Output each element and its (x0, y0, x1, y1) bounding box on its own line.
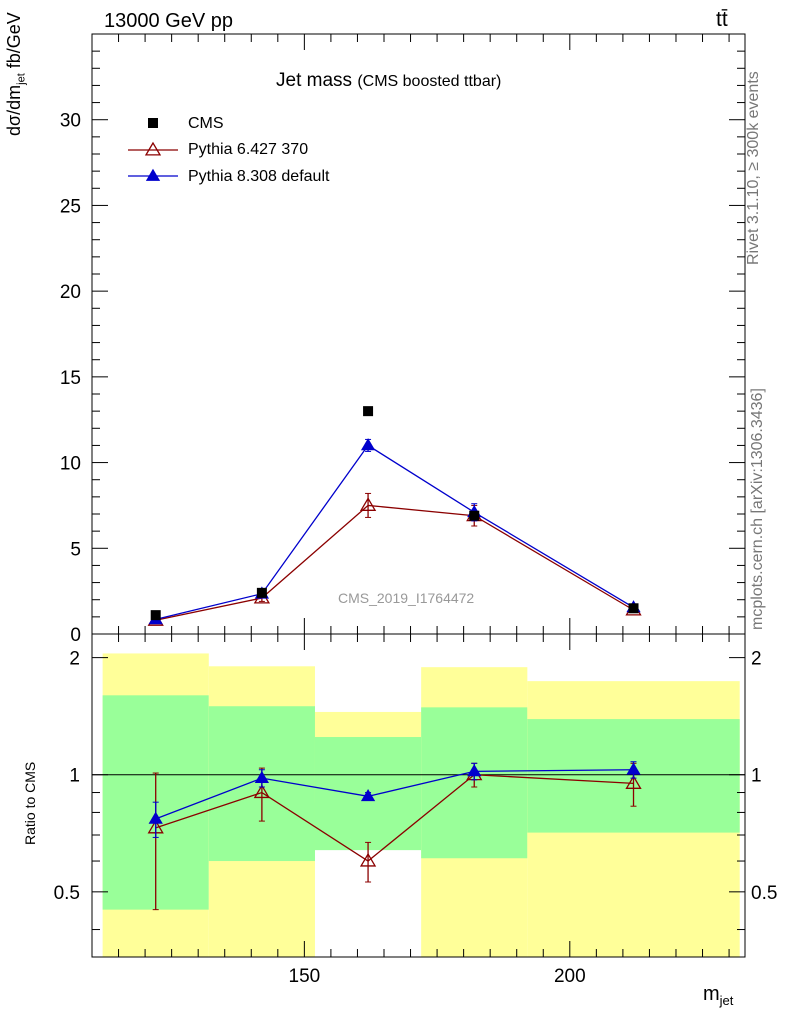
y-tick-label-15: 15 (60, 368, 81, 389)
process-label: tt̄ (716, 8, 728, 31)
ratio-pythia8-point (626, 762, 641, 775)
energy-label: 13000 GeV pp (104, 10, 233, 32)
y-tick-label-0: 0 (70, 625, 81, 646)
legend-cms-marker (148, 118, 158, 128)
mcplots-label: mcplots.cern.ch [arXiv:1306.3436] (749, 388, 766, 630)
ratio-y-tick-label-right-2: 2 (751, 649, 762, 670)
legend-label-cms: CMS (188, 115, 224, 132)
x-tick-label-150: 150 (289, 966, 321, 987)
ratio-pythia8-point (467, 764, 482, 777)
ratio-pythia6-point (359, 852, 377, 867)
ratio-y-tick-label-2: 2 (69, 649, 80, 670)
ratio-pythia6-point (253, 784, 271, 799)
y-tick-label-30: 30 (60, 111, 81, 132)
y-axis-label-top: dσ/dmjet fb/GeV (4, 12, 28, 136)
chart-subtitle: (CMS boosted ttbar) (357, 73, 502, 90)
ratio-frame (91, 633, 746, 958)
cms-point (256, 587, 267, 598)
ratio-pythia8-point (360, 789, 376, 802)
rivet-label: Rivet 3.1.10, ≥ 300k events (745, 71, 762, 265)
y-tick-label-20: 20 (60, 282, 81, 303)
legend-label-pythia6: Pythia 6.427 370 (188, 141, 309, 158)
ratio-pythia8-point (254, 770, 270, 783)
y-axis-label-ratio: Ratio to CMS (22, 761, 38, 845)
x-axis-label: mjet (703, 983, 734, 1008)
ratio-y-tick-label-right-0.5: 0.5 (751, 883, 777, 904)
ratio-pythia6-point (625, 775, 642, 789)
ratio-pythia8-point (148, 811, 163, 824)
pythia8-point (360, 438, 376, 451)
ratio-y-tick-label-1: 1 (69, 766, 80, 787)
x-tick-label-200: 200 (554, 966, 586, 987)
y-tick-label-25: 25 (60, 196, 81, 217)
chart-title: Jet mass (CMS boosted ttbar) (276, 70, 501, 92)
cms-point (363, 406, 374, 417)
chart-title-text: Jet mass (276, 70, 353, 91)
cms-point (469, 510, 480, 521)
legend-pythia6-marker (144, 141, 162, 156)
legend-label-pythia8: Pythia 8.308 default (188, 168, 330, 185)
legend-pythia8-marker (145, 168, 161, 181)
y-tick-label-10: 10 (60, 454, 81, 475)
cms-point (150, 610, 161, 621)
analysis-label: CMS_2019_I1764472 (338, 590, 475, 606)
ratio-y-tick-label-0.5: 0.5 (54, 883, 80, 904)
pythia6-point (359, 497, 377, 511)
ratio-y-tick-label-right-1: 1 (751, 766, 762, 787)
y-tick-label-5: 5 (70, 539, 81, 560)
cms-point (628, 603, 639, 614)
